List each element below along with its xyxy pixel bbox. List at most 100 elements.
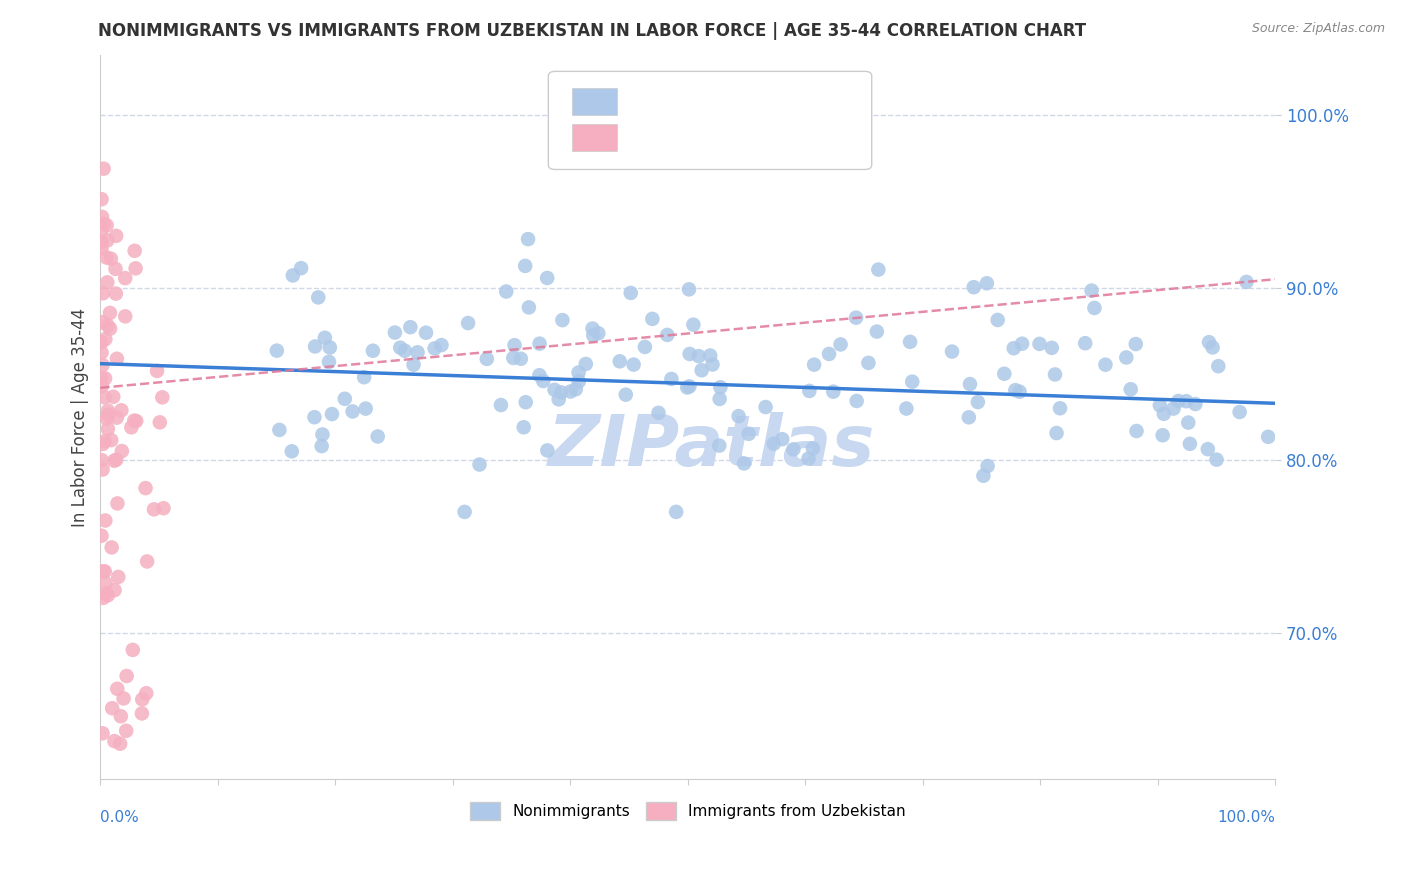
- Point: [107, 570, 129, 584]
- Point: [1197, 442, 1219, 457]
- Point: [568, 375, 591, 389]
- Point: [93, 390, 115, 404]
- Point: [105, 452, 128, 467]
- Point: [90, 371, 112, 385]
- Point: [91, 210, 114, 224]
- Point: [150, 390, 173, 404]
- Point: [384, 326, 406, 340]
- Point: [502, 351, 524, 365]
- Point: [105, 681, 128, 696]
- Point: [111, 444, 134, 458]
- Point: [93, 161, 115, 176]
- Point: [90, 529, 112, 543]
- Point: [112, 691, 135, 706]
- Point: [269, 423, 291, 437]
- Point: [941, 344, 963, 359]
- Point: [676, 380, 699, 394]
- Point: [818, 347, 841, 361]
- Point: [803, 358, 825, 372]
- Point: [1257, 430, 1279, 444]
- Point: [91, 358, 114, 372]
- Point: [678, 379, 700, 393]
- Point: [389, 341, 412, 355]
- Point: [103, 390, 125, 404]
- Point: [976, 458, 998, 473]
- Point: [104, 286, 127, 301]
- Point: [110, 403, 132, 417]
- Point: [1094, 358, 1116, 372]
- Point: [976, 277, 998, 291]
- Point: [1045, 425, 1067, 440]
- Point: [394, 343, 416, 358]
- Point: [665, 505, 688, 519]
- Point: [1043, 368, 1066, 382]
- Point: [547, 392, 569, 407]
- Point: [517, 232, 540, 246]
- Point: [423, 342, 446, 356]
- Point: [709, 392, 731, 406]
- Point: [402, 358, 425, 372]
- Point: [1208, 359, 1230, 374]
- Point: [993, 367, 1015, 381]
- Point: [1152, 428, 1174, 442]
- Point: [430, 338, 453, 352]
- Point: [830, 337, 852, 351]
- Point: [354, 401, 377, 416]
- Point: [114, 271, 136, 285]
- Text: R = -0.163   N = 146: R = -0.163 N = 146: [628, 93, 801, 111]
- Point: [149, 415, 172, 429]
- Point: [1125, 337, 1147, 351]
- Point: [90, 235, 112, 249]
- Point: [987, 313, 1010, 327]
- Point: [120, 420, 142, 434]
- Point: [688, 349, 710, 363]
- Point: [90, 379, 112, 393]
- Point: [1229, 405, 1251, 419]
- Point: [512, 420, 534, 434]
- Point: [457, 316, 479, 330]
- Point: [1119, 382, 1142, 396]
- Point: [124, 261, 146, 276]
- Point: [311, 439, 333, 453]
- Point: [100, 252, 122, 266]
- Point: [107, 496, 129, 510]
- Point: [97, 408, 120, 422]
- Point: [1074, 336, 1097, 351]
- Point: [361, 343, 384, 358]
- Point: [96, 219, 118, 233]
- Point: [797, 451, 820, 466]
- Point: [957, 410, 980, 425]
- Point: [801, 442, 824, 456]
- Point: [91, 437, 114, 451]
- Point: [581, 321, 603, 335]
- Point: [588, 326, 610, 341]
- Point: [551, 313, 574, 327]
- Point: [972, 468, 994, 483]
- Point: [560, 384, 582, 399]
- Point: [98, 321, 121, 335]
- Text: 0.0%: 0.0%: [100, 810, 139, 825]
- Point: [1080, 284, 1102, 298]
- Point: [96, 233, 118, 247]
- Point: [94, 434, 117, 449]
- Point: [121, 643, 143, 657]
- Text: ZIPatlas: ZIPatlas: [548, 411, 875, 481]
- Point: [136, 554, 159, 568]
- Point: [115, 669, 138, 683]
- Point: [898, 334, 921, 349]
- Point: [565, 382, 588, 396]
- Point: [543, 383, 565, 397]
- Y-axis label: In Labor Force | Age 35-44: In Labor Force | Age 35-44: [72, 308, 89, 526]
- Point: [105, 228, 128, 243]
- Point: [495, 285, 517, 299]
- Point: [845, 393, 868, 408]
- Point: [657, 327, 679, 342]
- Point: [104, 261, 127, 276]
- Point: [103, 734, 125, 748]
- Point: [91, 462, 114, 476]
- Point: [702, 358, 724, 372]
- Point: [367, 429, 389, 443]
- Point: [690, 363, 713, 377]
- Point: [1177, 416, 1199, 430]
- Point: [1049, 401, 1071, 416]
